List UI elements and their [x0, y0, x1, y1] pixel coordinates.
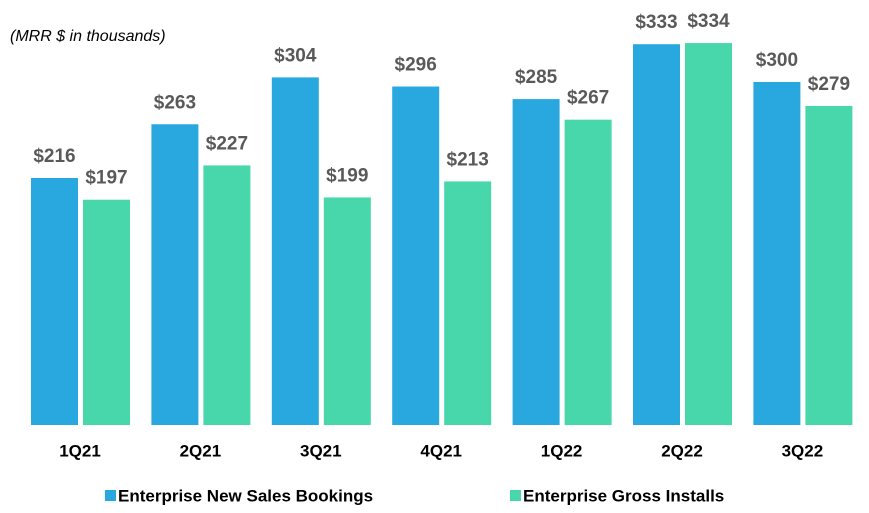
bar — [151, 124, 199, 426]
bar — [392, 86, 440, 426]
data-label: $300 — [756, 50, 798, 71]
bar — [805, 105, 853, 425]
bar — [203, 165, 251, 425]
bar — [633, 44, 680, 425]
x-tick-label: 1Q21 — [59, 441, 101, 460]
data-label: $285 — [515, 67, 558, 88]
data-label: $333 — [635, 12, 677, 33]
data-label: $279 — [808, 74, 850, 95]
data-label: $197 — [85, 168, 127, 189]
legend-label: Enterprise Gross Installs — [523, 486, 724, 505]
data-label: $227 — [206, 133, 248, 154]
bar — [323, 197, 371, 425]
bar — [753, 81, 801, 425]
bar — [444, 181, 492, 425]
bar — [31, 178, 78, 425]
bar — [83, 199, 130, 425]
chart-subtitle: (MRR $ in thousands) — [10, 28, 166, 45]
data-label: $213 — [447, 149, 489, 170]
x-tick-label: 2Q22 — [661, 441, 703, 460]
data-label: $267 — [567, 88, 609, 109]
bar — [564, 119, 612, 426]
x-tick-label: 3Q22 — [782, 441, 824, 460]
data-label: $296 — [395, 55, 437, 76]
data-label: $216 — [33, 146, 75, 167]
data-label: $304 — [274, 45, 317, 66]
x-tick-label: 1Q22 — [541, 441, 583, 460]
data-label: $334 — [687, 11, 730, 32]
x-tick-label: 4Q21 — [420, 441, 462, 460]
x-tick-label: 2Q21 — [180, 441, 222, 460]
legend-swatch — [510, 490, 521, 501]
bar — [512, 99, 560, 425]
x-tick-label: 3Q21 — [300, 441, 342, 460]
bar — [685, 43, 732, 426]
bar — [271, 77, 319, 425]
data-label: $263 — [154, 92, 196, 113]
legend-label: Enterprise New Sales Bookings — [118, 486, 373, 505]
data-label: $199 — [326, 165, 368, 186]
legend-swatch — [105, 490, 116, 501]
